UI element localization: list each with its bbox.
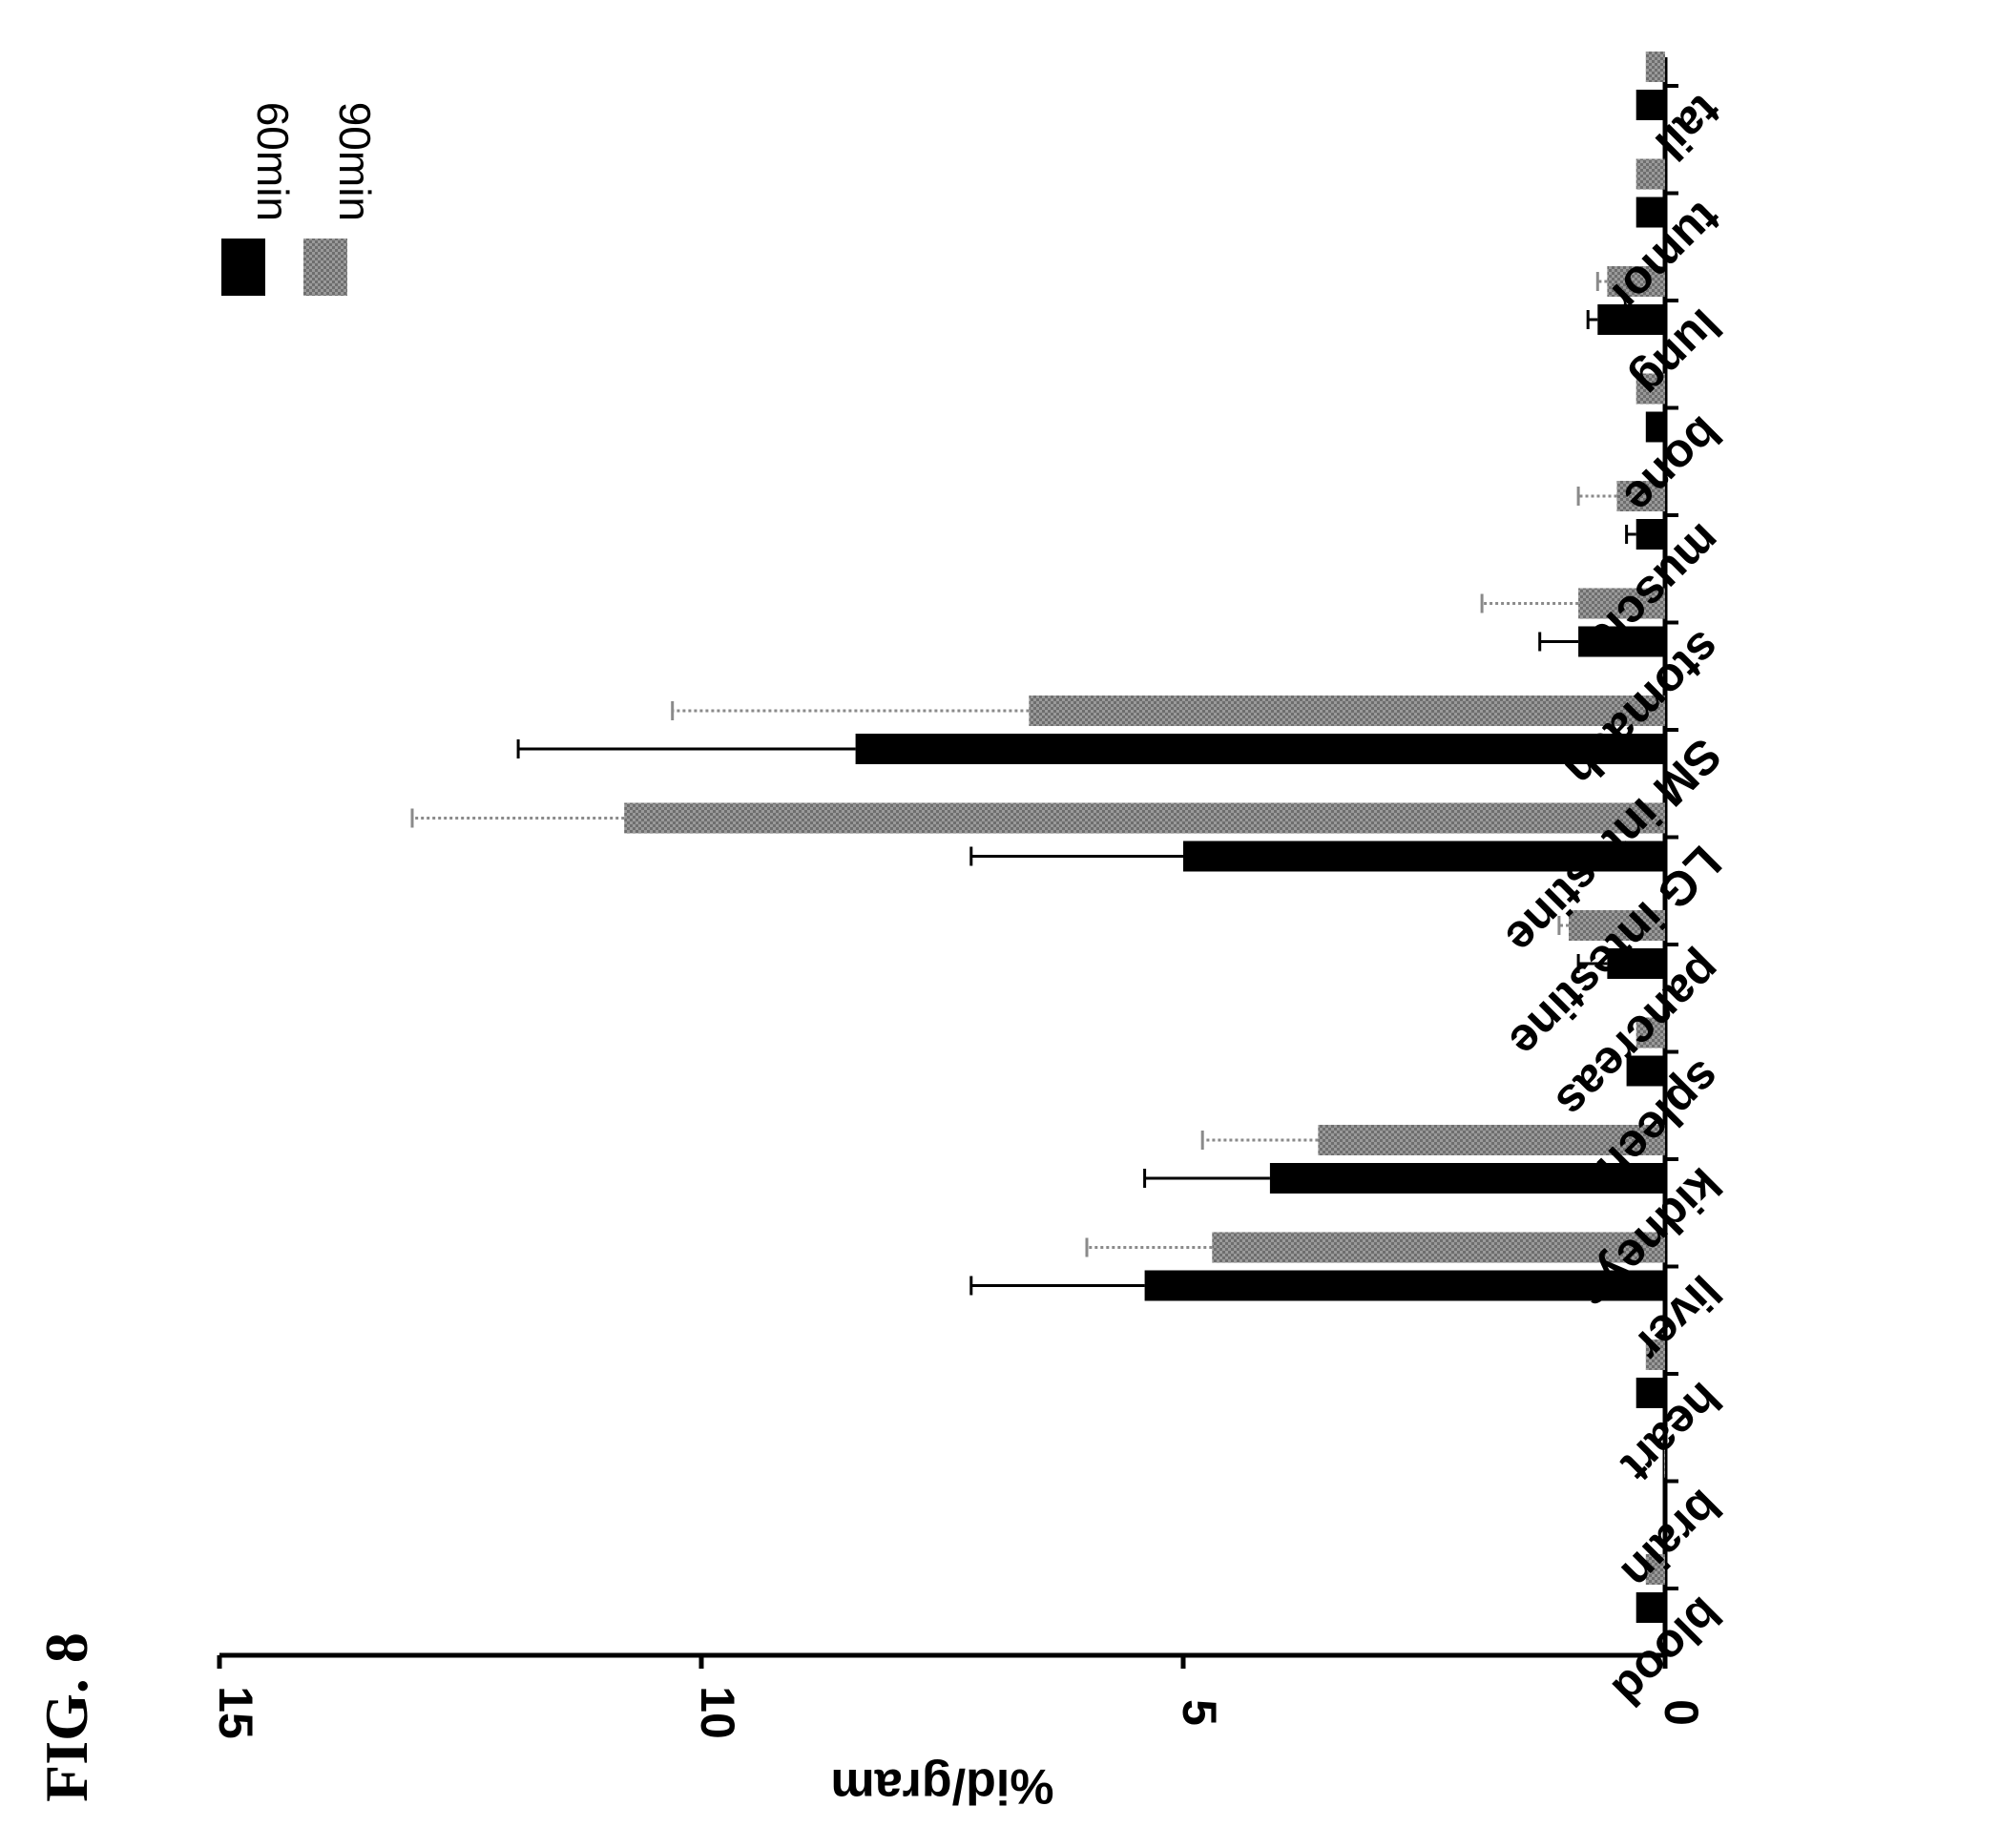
bar-60min-liver bbox=[1144, 1270, 1665, 1301]
bar-90min-brain bbox=[1663, 1446, 1665, 1478]
bar-90min-bone bbox=[1635, 373, 1665, 405]
value-tick-label: 0 bbox=[1655, 1699, 1708, 1726]
chart-bars bbox=[410, 52, 1666, 1623]
bar-60min-sm-intestine bbox=[855, 734, 1665, 764]
bar-90min-muscle bbox=[1616, 481, 1665, 511]
bar-90min-blood bbox=[1645, 1554, 1665, 1585]
bar-90min-liver bbox=[1212, 1232, 1665, 1263]
bar-90min-kidneys bbox=[1318, 1125, 1665, 1155]
value-tick-label: 10 bbox=[691, 1686, 744, 1739]
value-tick-label: 5 bbox=[1173, 1699, 1226, 1726]
value-tick-label: 15 bbox=[209, 1686, 262, 1739]
bar-60min-brain bbox=[1662, 1485, 1665, 1516]
value-axis-title: %id/gram bbox=[830, 1758, 1053, 1814]
bar-60min-lg-intestine bbox=[1183, 841, 1665, 872]
category-label: brain bbox=[1612, 1480, 1732, 1600]
bar-60min-stomach bbox=[1578, 626, 1665, 657]
bar-90min-lg-intestine bbox=[624, 802, 1666, 834]
bar-90min-lung bbox=[1607, 266, 1665, 297]
bar-90min-sm-intestine bbox=[1029, 696, 1665, 726]
bar-90min-heart bbox=[1645, 1339, 1665, 1370]
chart-axes: 0 5 10 15 %id/gram bbox=[209, 57, 1708, 1814]
bar-90min-tumor bbox=[1635, 158, 1665, 190]
bar-60min-lung bbox=[1597, 304, 1665, 335]
legend-label-60min: 60min bbox=[248, 102, 298, 221]
legend-swatch-90min bbox=[303, 239, 347, 296]
chart-legend: 60min 90min bbox=[221, 102, 380, 296]
bar-60min-blood bbox=[1635, 1592, 1665, 1623]
bar-60min-kidneys bbox=[1269, 1163, 1665, 1194]
bar-90min-spleen bbox=[1635, 1017, 1665, 1049]
bar-60min-muscle bbox=[1635, 519, 1665, 550]
bar-60min-bone bbox=[1645, 411, 1665, 443]
bar-60min-tail bbox=[1635, 90, 1665, 120]
bar-90min-tail bbox=[1645, 52, 1665, 82]
bar-90min-pancreas bbox=[1569, 910, 1665, 941]
bar-60min-pancreas bbox=[1607, 948, 1665, 979]
category-label: heart bbox=[1612, 1372, 1732, 1492]
bar-90min-stomach bbox=[1578, 588, 1665, 619]
legend-label-90min: 90min bbox=[330, 102, 380, 221]
bar-60min-heart bbox=[1635, 1378, 1665, 1408]
legend-swatch-60min bbox=[221, 239, 265, 296]
bar-60min-tumor bbox=[1635, 197, 1665, 228]
bar-60min-spleen bbox=[1626, 1055, 1665, 1087]
